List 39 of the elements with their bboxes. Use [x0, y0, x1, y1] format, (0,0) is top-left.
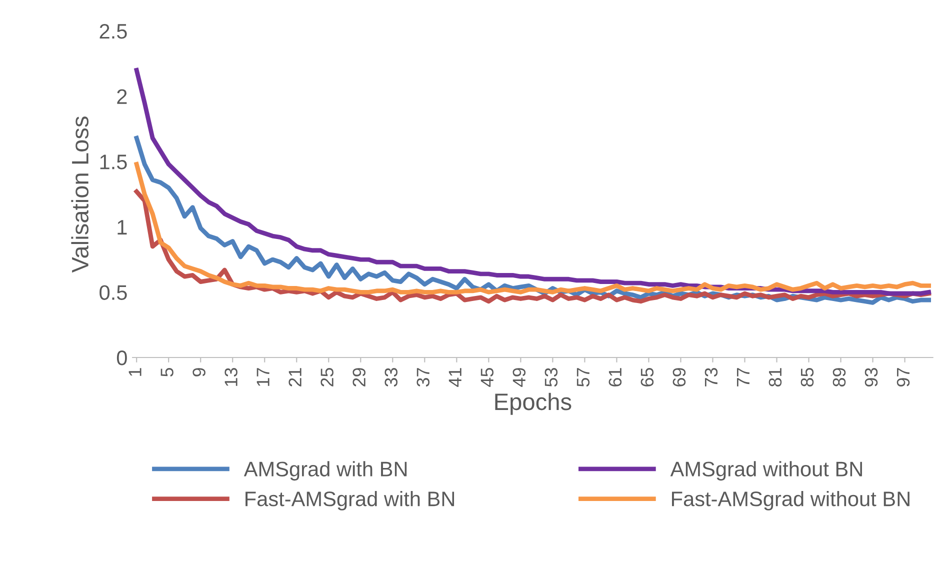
- y-tick-label: 2: [117, 89, 127, 104]
- x-tick-label: 17: [256, 368, 270, 386]
- y-axis-title: Valisation Loss: [71, 116, 89, 273]
- x-tick-label: 5: [160, 368, 174, 377]
- x-tick-label: 73: [704, 368, 718, 386]
- x-tick-label: 41: [448, 368, 462, 387]
- y-tick-label: 1.5: [100, 154, 127, 170]
- x-tick-label: 33: [384, 368, 398, 387]
- x-tick-label: 45: [480, 368, 494, 387]
- line-series: [134, 68, 932, 296]
- x-tick-label: 37: [416, 368, 430, 387]
- x-tick-label: 25: [320, 368, 334, 386]
- x-tick-label: 85: [800, 368, 814, 387]
- y-tick-label: 1: [118, 220, 127, 234]
- x-tick-label: 21: [288, 368, 302, 386]
- x-tick-label: 13: [224, 368, 238, 386]
- x-tick-label: 65: [640, 368, 654, 386]
- x-tick-label: 81: [768, 368, 782, 387]
- legend-label: Fast-AMSgrad without BN: [672, 490, 910, 510]
- x-tick-label: 57: [576, 368, 590, 387]
- line-series: [134, 162, 932, 294]
- legend-label: AMSgrad without BN: [670, 461, 862, 481]
- x-axis-title: Epochs: [495, 392, 572, 415]
- x-tick-label: 69: [672, 368, 686, 386]
- x-tick-label: 61: [608, 368, 622, 386]
- x-tick-label: 93: [864, 368, 878, 386]
- y-tick-label: 0: [116, 350, 127, 366]
- x-tick-label: 53: [544, 368, 558, 387]
- y-tick-label: 2.5: [100, 24, 127, 39]
- x-tick-label: 1: [128, 368, 142, 376]
- x-tick-label: 29: [352, 368, 366, 386]
- x-tick-label: 97: [896, 368, 910, 386]
- x-tick-label: 9: [192, 368, 206, 376]
- x-tick-label: 77: [736, 368, 750, 386]
- legend-label: Fast-AMSgrad with BN: [246, 490, 454, 510]
- legend-label: AMSgrad with BN: [244, 461, 407, 481]
- y-tick-label: 0.5: [100, 285, 127, 300]
- x-tick-label: 49: [512, 368, 526, 387]
- x-tick-label: 89: [832, 368, 846, 387]
